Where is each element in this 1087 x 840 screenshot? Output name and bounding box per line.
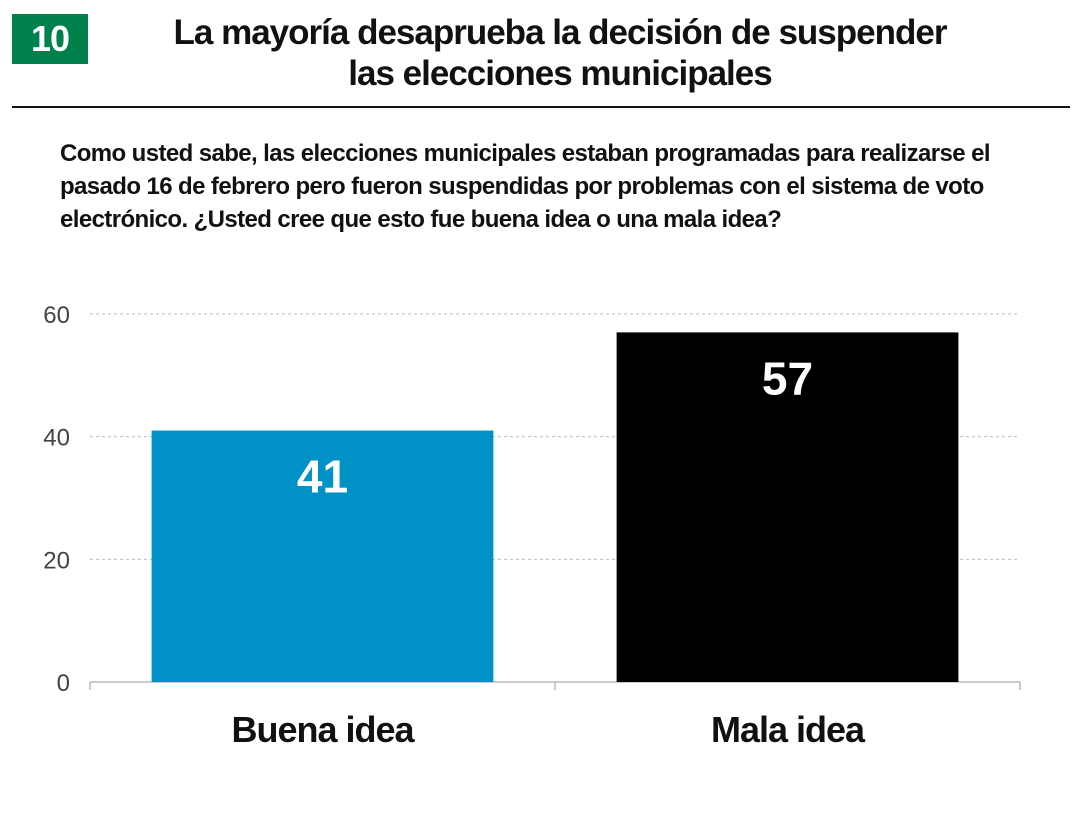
survey-question: Como usted sabe, las elecciones municipa… (60, 140, 990, 233)
chart-number-badge: 10 (12, 14, 88, 64)
title-divider (12, 106, 1070, 108)
title-line-2: las elecciones municipales (348, 54, 772, 93)
category-label: Buena idea (231, 709, 415, 750)
bar (151, 430, 494, 682)
bar (616, 332, 959, 682)
data-label: 57 (762, 352, 813, 404)
y-tick-label: 0 (57, 670, 70, 697)
title-line-1: La mayoría desaprueba la decisión de sus… (173, 13, 948, 52)
data-label: 41 (297, 451, 348, 503)
chart-title: La mayoría desaprueba la decisión de sus… (100, 12, 1020, 94)
y-tick-label: 60 (43, 302, 70, 329)
y-tick-label: 40 (43, 425, 70, 452)
category-label: Mala idea (711, 709, 866, 750)
y-tick-label: 20 (43, 547, 70, 574)
bar-chart: 0 20 40 60 41 Buena idea 57 Mala idea (43, 302, 1021, 750)
